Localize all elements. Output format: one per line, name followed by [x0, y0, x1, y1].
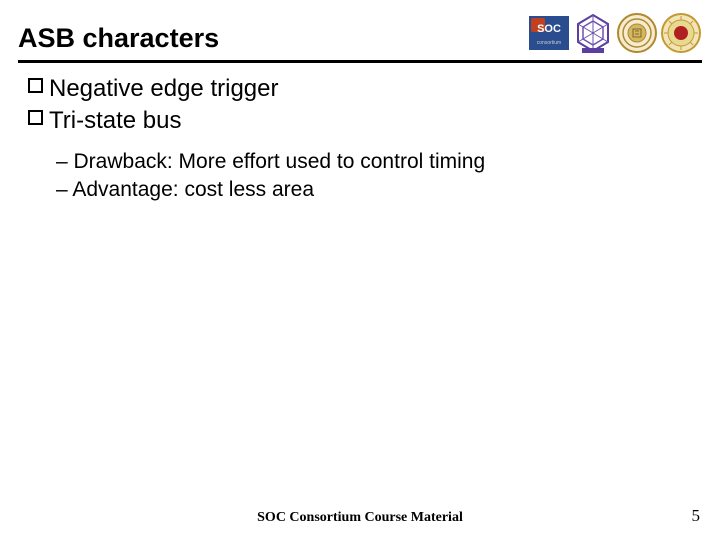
- sub-bullet-item: – Drawback: More effort used to control …: [56, 148, 692, 176]
- sub-bullet-item: – Advantage: cost less area: [56, 176, 692, 204]
- footer-text: SOC Consortium Course Material: [0, 510, 720, 526]
- soc-consortium-logo: SOC consortium: [528, 12, 570, 54]
- sub-bullet-list: – Drawback: More effort used to control …: [28, 138, 692, 205]
- svg-text:consortium: consortium: [537, 40, 561, 46]
- bullet-text: Negative edge trigger: [49, 73, 278, 105]
- svg-text:SOC: SOC: [537, 23, 561, 35]
- hex-logo: [572, 12, 614, 54]
- bullet-item: Negative edge trigger: [28, 73, 692, 105]
- slide-header: ASB characters SOC consortium: [0, 0, 720, 54]
- slide-content: Negative edge trigger Tri-state bus – Dr…: [0, 63, 720, 204]
- seal-logo-2: [660, 12, 702, 54]
- bullet-box-icon: [28, 78, 43, 93]
- bullet-item: Tri-state bus: [28, 105, 692, 137]
- logo-row: SOC consortium: [528, 12, 702, 54]
- bullet-text: Tri-state bus: [49, 105, 181, 137]
- seal-logo-1: [616, 12, 658, 54]
- bullet-box-icon: [28, 110, 43, 125]
- page-number: 5: [692, 506, 701, 526]
- slide-title: ASB characters: [18, 23, 219, 54]
